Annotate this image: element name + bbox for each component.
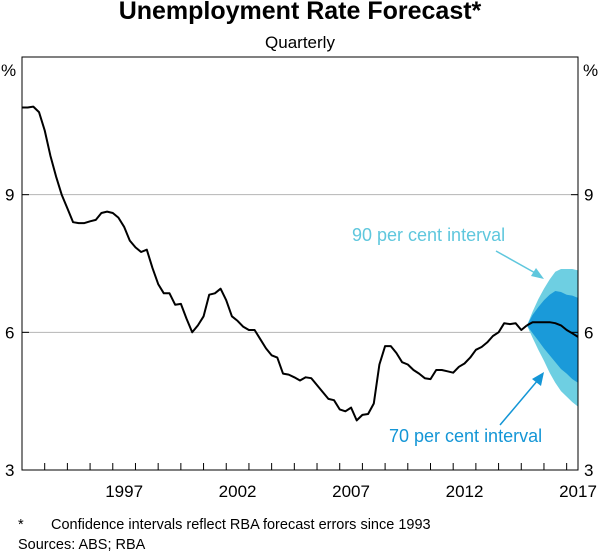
y-tick-label-right-9: 9 bbox=[584, 186, 593, 205]
annotation-90-arrow-line bbox=[495, 250, 538, 275]
sources-note: Sources: ABS; RBA bbox=[18, 537, 146, 553]
annotation-70-arrow-line bbox=[499, 379, 539, 426]
x-tick-label-2012: 2012 bbox=[446, 482, 484, 501]
annotation-90: 90 per cent interval bbox=[352, 225, 544, 279]
y-axis-ticks: 3 3 6 6 9 9 bbox=[5, 186, 593, 480]
x-tick-label-2017: 2017 bbox=[559, 482, 597, 501]
y-tick-label-left-9: 9 bbox=[5, 186, 14, 205]
footnote-text: Confidence intervals reflect RBA forecas… bbox=[51, 517, 431, 533]
y-tick-label-right-3: 3 bbox=[584, 461, 593, 480]
unit-left: % bbox=[1, 61, 16, 80]
series-line-forecast bbox=[526, 321, 579, 338]
annotation-70-arrowhead bbox=[532, 372, 544, 386]
band-70 bbox=[526, 291, 578, 383]
footnote: * Confidence intervals reflect RBA foreca… bbox=[18, 517, 431, 533]
y-tick-label-right-6: 6 bbox=[584, 323, 593, 342]
plot-frame bbox=[21, 56, 579, 471]
annotation-90-arrowhead bbox=[531, 268, 544, 279]
y-tick-label-left-6: 6 bbox=[5, 323, 14, 342]
series-line-actual bbox=[22, 105, 528, 422]
x-tick-label-2007: 2007 bbox=[332, 482, 370, 501]
gridlines bbox=[22, 194, 578, 333]
x-tick-label-1997: 1997 bbox=[105, 482, 143, 501]
annotation-70-label: 70 per cent interval bbox=[389, 426, 542, 446]
chart-title: Unemployment Rate Forecast* bbox=[119, 0, 482, 25]
annotation-70: 70 per cent interval bbox=[389, 372, 544, 446]
series-lines bbox=[22, 105, 579, 422]
chart-subtitle: Quarterly bbox=[265, 33, 335, 52]
annotation-90-label: 90 per cent interval bbox=[352, 225, 505, 245]
unit-right: % bbox=[583, 61, 598, 80]
confidence-bands bbox=[526, 269, 578, 407]
x-axis-ticks: 1997 2002 2007 2012 2017 bbox=[21, 463, 597, 501]
y-tick-label-left-3: 3 bbox=[5, 461, 14, 480]
footnote-marker: * bbox=[18, 517, 24, 533]
x-tick-label-2002: 2002 bbox=[219, 482, 257, 501]
